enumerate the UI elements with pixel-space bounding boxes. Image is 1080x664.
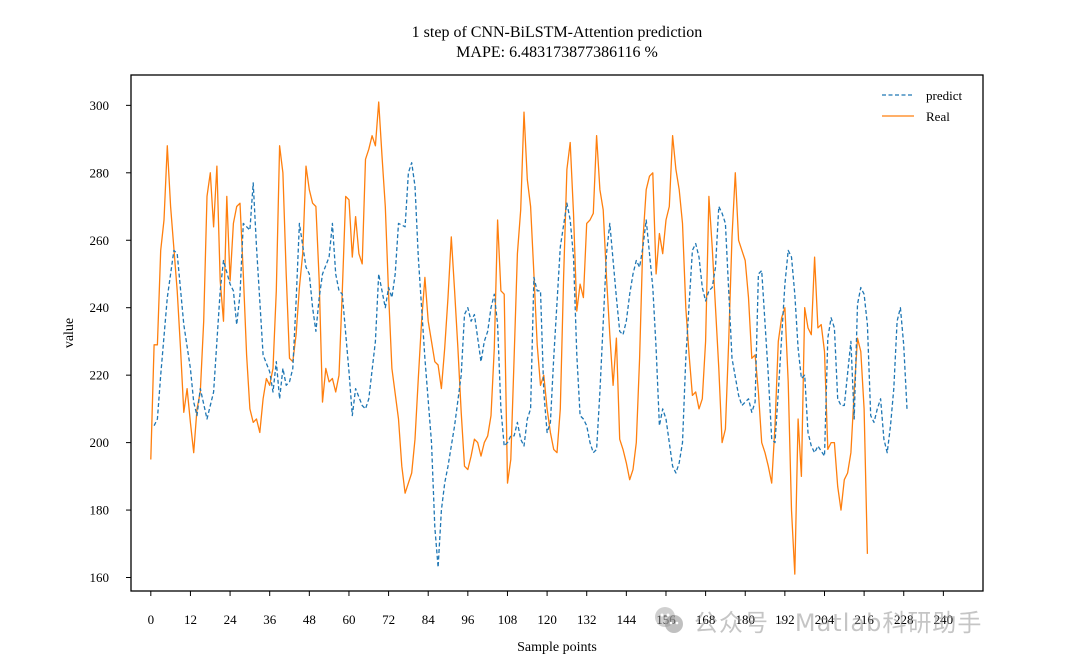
legend-label-real: Real: [926, 109, 950, 124]
chart-title: 1 step of CNN-BiLSTM-Attention predictio…: [412, 24, 703, 41]
chart-subtitle: MAPE: 6.483173877386116 %: [456, 44, 658, 61]
y-tick-label: 240: [90, 300, 110, 315]
wechat-icon: [655, 607, 683, 633]
y-tick-label: 300: [90, 98, 110, 113]
x-tick-label: 108: [498, 612, 518, 627]
watermark-text: 公众号 · Matlab科研助手: [694, 608, 983, 637]
series-layer: [150, 101, 908, 575]
x-tick-label: 228: [894, 612, 914, 627]
x-tick-label: 180: [735, 612, 755, 627]
series-line-real: [150, 101, 869, 575]
watermark: 公众号 · Matlab科研助手: [652, 603, 982, 637]
x-tick-label: 216: [854, 612, 874, 627]
y-tick-label: 200: [90, 435, 110, 450]
x-tick-label: 48: [303, 612, 316, 627]
x-tick-label: 12: [184, 612, 197, 627]
legend-label-predict: predict: [926, 88, 962, 103]
series-line-predict: [153, 162, 908, 569]
y-axis-label: value: [62, 318, 77, 348]
x-tick-label: 204: [815, 612, 835, 627]
x-tick-label: 96: [461, 612, 475, 627]
x-tick-label: 24: [224, 612, 238, 627]
x-axis: 0122436486072849610812013214415616818019…: [148, 591, 954, 627]
x-tick-label: 144: [617, 612, 637, 627]
x-tick-label: 0: [148, 612, 155, 627]
y-tick-label: 260: [90, 233, 110, 248]
x-tick-label: 36: [263, 612, 277, 627]
x-tick-label: 72: [382, 612, 395, 627]
legend: predict Real: [882, 88, 962, 124]
x-tick-label: 84: [422, 612, 436, 627]
y-tick-label: 180: [90, 503, 110, 518]
x-tick-label: 168: [696, 612, 716, 627]
x-tick-label: 132: [577, 612, 597, 627]
x-tick-label: 60: [342, 612, 355, 627]
y-axis: 160 180 200 220 240 260 280 300: [90, 98, 131, 585]
plot-frame: [130, 74, 984, 592]
y-tick-label: 160: [90, 570, 110, 585]
y-tick-label: 220: [90, 368, 110, 383]
x-axis-label: Sample points: [517, 640, 597, 655]
y-tick-label: 280: [90, 165, 110, 180]
x-tick-label: 192: [775, 612, 795, 627]
x-tick-label: 120: [537, 612, 557, 627]
x-tick-label: 240: [934, 612, 954, 627]
